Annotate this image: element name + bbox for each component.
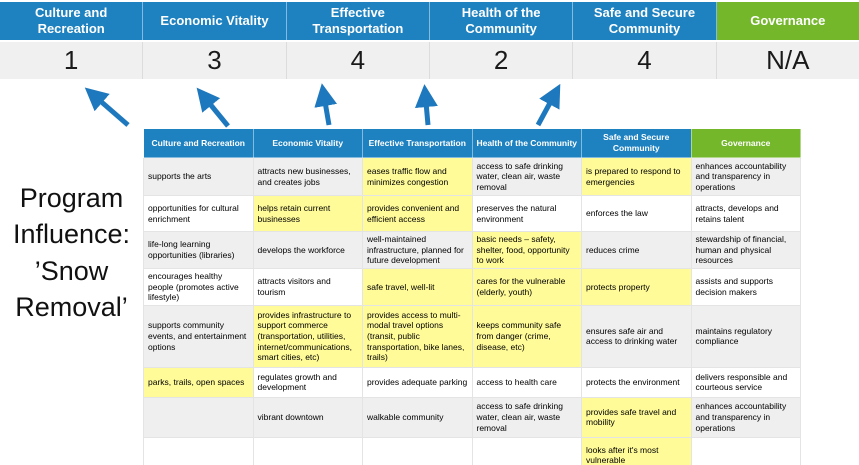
matrix-cell: walkable community xyxy=(362,396,473,438)
matrix-cell: opportunities for cultural enrichment xyxy=(143,195,254,232)
table-row: looks after it's most vulnerable xyxy=(143,436,801,465)
priority-score-cell: 4 xyxy=(286,42,430,79)
matrix-cell: life-long learning opportunities (librar… xyxy=(143,231,254,269)
up-arrow-icon xyxy=(196,87,230,128)
matrix-column-header: Economic Vitality xyxy=(252,128,363,158)
priority-score-cell: 1 xyxy=(0,42,144,79)
matrix-column-header: Safe and Secure Community xyxy=(581,128,692,158)
matrix-cell: access to safe drinking water, clean air… xyxy=(471,157,582,196)
matrix-cell: regulates growth and development xyxy=(252,366,363,398)
table-row: parks, trails, open spaces regulates grow… xyxy=(143,366,801,398)
matrix-cell: well-maintained infrastructure, planned … xyxy=(362,231,473,269)
matrix-cell-highlighted: helps retain current businesses xyxy=(252,195,363,232)
matrix-cell-highlighted: looks after it's most vulnerable xyxy=(581,436,692,465)
matrix-cell: attracts visitors and tourism xyxy=(252,267,363,306)
matrix-cell-highlighted: parks, trails, open spaces xyxy=(143,366,254,398)
matrix-cell-highlighted: provides infrastructure to support comme… xyxy=(252,304,363,368)
matrix-cell: enhances accountability and transparency… xyxy=(690,396,801,438)
matrix-cell-highlighted: provides safe travel and mobility xyxy=(581,396,692,438)
priority-header-cell: Health of the Community xyxy=(429,2,574,40)
matrix-cell-highlighted: safe travel, well-lit xyxy=(362,267,473,306)
matrix-cell-highlighted: eases traffic flow and minimizes congest… xyxy=(362,157,473,196)
matrix-cell-highlighted: cares for the vulnerable (elderly, youth… xyxy=(471,267,582,306)
matrix-cell xyxy=(690,436,801,465)
priority-header-cell: Safe and Secure Community xyxy=(573,2,717,40)
matrix-column-header: Effective Transportation xyxy=(362,128,473,158)
table-row: encourages healthy people (promotes acti… xyxy=(143,267,801,306)
matrix-cell xyxy=(252,436,363,465)
matrix-cell-highlighted: provides access to multi-modal travel op… xyxy=(362,304,473,368)
priority-score-cell: N/A xyxy=(716,42,859,79)
matrix-cell: encourages healthy people (promotes acti… xyxy=(143,267,254,306)
matrix-cell: assists and supports decision makers xyxy=(690,267,801,306)
priority-score-row: 1 3 4 2 4 N/A xyxy=(0,42,859,79)
matrix-cell: develops the workforce xyxy=(252,231,363,269)
up-arrow-icon xyxy=(314,83,338,126)
table-row: life-long learning opportunities (librar… xyxy=(143,231,801,269)
arrows-layer xyxy=(84,83,561,128)
priority-score-cell: 3 xyxy=(143,42,287,79)
matrix-cell: enforces the law xyxy=(581,195,692,232)
matrix-cell: vibrant downtown xyxy=(252,396,363,438)
matrix-cell xyxy=(471,436,582,465)
matrix-cell: maintains regulatory compliance xyxy=(690,304,801,368)
matrix-cell: provides adequate parking xyxy=(362,366,473,398)
program-influence-label: Program Influence: ’Snow Removal’ xyxy=(12,183,131,323)
up-arrow-icon xyxy=(414,84,438,126)
matrix-column-header: Culture and Recreation xyxy=(143,128,254,158)
priority-score-cell: 2 xyxy=(429,42,574,79)
matrix-column-header: Governance xyxy=(690,128,801,158)
priority-header-cell: Culture and Recreation xyxy=(0,2,144,40)
matrix-cell: stewardship of financial, human and phys… xyxy=(690,231,801,269)
matrix-cell: protects the environment xyxy=(581,366,692,398)
priority-header-cell: Effective Transportation xyxy=(286,2,430,40)
matrix-cell xyxy=(143,396,254,438)
matrix-cell: enhances accountability and transparency… xyxy=(690,157,801,196)
matrix-cell: attracts new businesses, and creates job… xyxy=(252,157,363,196)
table-row: vibrant downtown walkable community access… xyxy=(143,396,801,438)
matrix-cell xyxy=(143,436,254,465)
matrix-cell: access to safe drinking water, clean air… xyxy=(471,396,582,438)
table-row: supports community events, and entertain… xyxy=(143,304,801,368)
matrix-cell-highlighted: protects property xyxy=(581,267,692,306)
influence-matrix-table: Culture and Recreation Economic Vitality E… xyxy=(143,128,801,465)
matrix-cell-highlighted: provides convenient and efficient access xyxy=(362,195,473,232)
matrix-cell: supports community events, and entertain… xyxy=(143,304,254,368)
table-row: supports the arts attracts new businesses… xyxy=(143,157,801,196)
matrix-cell-highlighted: basic needs – safety, shelter, food, opp… xyxy=(471,231,582,269)
matrix-header-row: Culture and Recreation Economic Vitality E… xyxy=(143,128,801,158)
up-arrow-icon xyxy=(84,87,130,127)
matrix-cell: reduces crime xyxy=(581,231,692,269)
matrix-cell: attracts, develops and retains talent xyxy=(690,195,801,232)
matrix-cell: access to health care xyxy=(471,366,582,398)
priority-score-cell: 4 xyxy=(573,42,717,79)
matrix-cell-highlighted: is prepared to respond to emergencies xyxy=(581,157,692,196)
matrix-column-header: Health of the Community xyxy=(471,128,582,158)
up-arrow-icon xyxy=(535,83,561,127)
priority-header-cell: Economic Vitality xyxy=(143,2,287,40)
priority-header-cell: Governance xyxy=(716,2,859,40)
table-row: opportunities for cultural enrichment hel… xyxy=(143,195,801,232)
matrix-cell-highlighted: keeps community safe from danger (crime,… xyxy=(471,304,582,368)
matrix-cell: delivers responsible and courteous servi… xyxy=(690,366,801,398)
matrix-cell xyxy=(362,436,473,465)
matrix-cell: preserves the natural environment xyxy=(471,195,582,232)
matrix-cell: supports the arts xyxy=(143,157,254,196)
matrix-cell: ensures safe air and access to drinking … xyxy=(581,304,692,368)
priority-header-row: Culture and Recreation Economic Vitality E… xyxy=(0,2,859,40)
